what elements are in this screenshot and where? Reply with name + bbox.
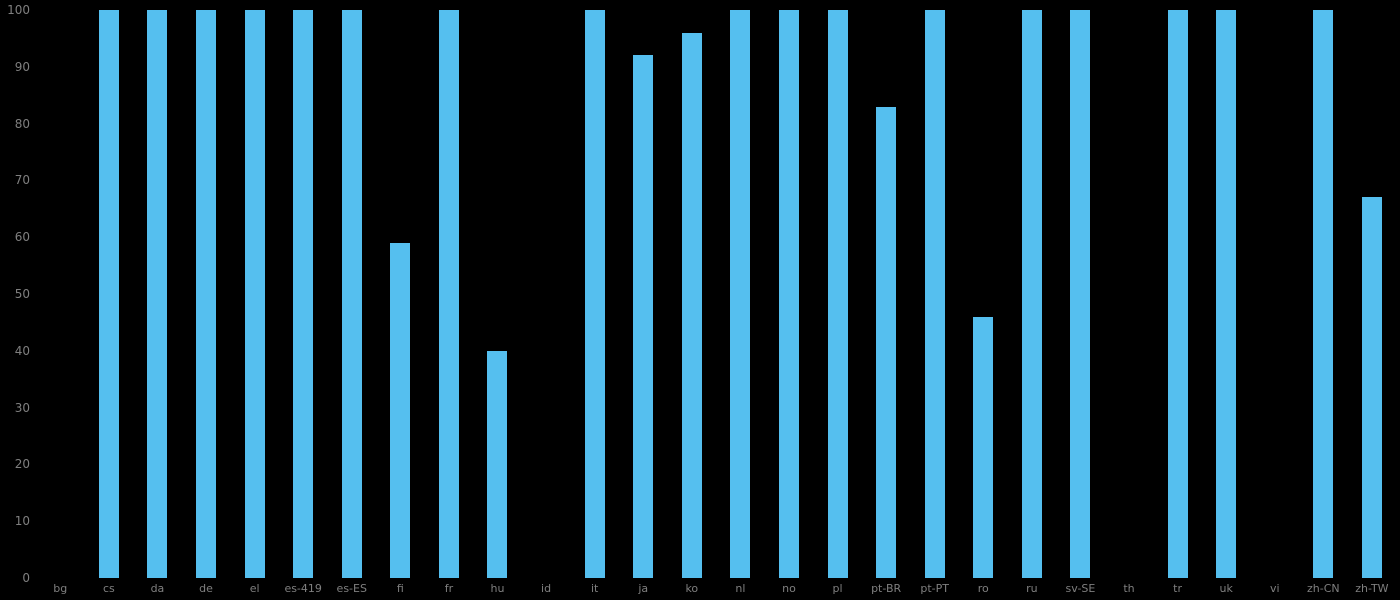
y-tick-label: 70 (14, 173, 30, 188)
bar-column (716, 10, 765, 578)
bar-column (133, 10, 182, 578)
x-tick-label: pt-BR (871, 582, 902, 595)
x-tick-label: ru (1026, 582, 1038, 595)
bar-ko (681, 32, 702, 578)
y-tick-label: 30 (14, 400, 30, 415)
x-tick-label: ko (685, 582, 699, 595)
x-tick-label: ro (977, 582, 989, 595)
x-tick-label: es-419 (284, 582, 322, 595)
bar-column (1299, 10, 1348, 578)
bar-da (147, 10, 168, 578)
bar-tr (1167, 10, 1188, 578)
y-tick-label: 0 (22, 571, 30, 585)
bar-column (619, 10, 668, 578)
bar-column (1250, 10, 1299, 578)
bar-zh-TW (1361, 197, 1382, 578)
bar-column (1202, 10, 1251, 578)
x-tick-label: el (249, 582, 260, 595)
bar-fr (438, 10, 459, 578)
bar-column (473, 10, 522, 578)
bar-fi (390, 242, 411, 578)
x-tick-label: de (199, 582, 213, 595)
x-tick-label: id (541, 582, 552, 595)
y-tick-label: 100 (7, 3, 30, 17)
bar-column (279, 10, 328, 578)
bar-pt-PT (924, 10, 945, 578)
bar-column (570, 10, 619, 578)
bar-column (668, 10, 717, 578)
bar-de (196, 10, 217, 578)
x-tick-label: th (1123, 582, 1135, 595)
x-tick-label: pl (832, 582, 843, 595)
x-tick-label: zh-TW (1355, 582, 1389, 595)
bar-column (182, 10, 231, 578)
y-tick-label: 80 (14, 116, 30, 131)
bar-es-419 (293, 10, 314, 578)
bar-column (376, 10, 425, 578)
y-tick-label: 50 (14, 287, 30, 301)
x-tick-label: fi (396, 582, 404, 595)
bar-column (1056, 10, 1105, 578)
y-tick-label: 20 (14, 457, 30, 472)
plot-area (36, 10, 1396, 578)
x-tick-label: bg (53, 582, 68, 595)
bar-column (862, 10, 911, 578)
bar-sv-SE (1070, 10, 1091, 578)
x-tick-label: hu (490, 582, 505, 595)
y-tick-label: 60 (14, 230, 30, 245)
bar-ro (973, 316, 994, 578)
bar-column (765, 10, 814, 578)
bar-column (230, 10, 279, 578)
x-tick-label: pt-PT (920, 582, 949, 595)
x-tick-label: sv-SE (1065, 582, 1096, 595)
bar-column (1105, 10, 1154, 578)
x-tick-label: vi (1269, 582, 1280, 595)
y-tick-label: 40 (14, 343, 30, 358)
x-tick-label: zh-CN (1307, 582, 1340, 595)
bar-column (1153, 10, 1202, 578)
bar-column (85, 10, 134, 578)
bar-no (778, 10, 799, 578)
bar-column (813, 10, 862, 578)
x-tick-label: it (590, 582, 599, 595)
x-axis: bg cs da de el es-419 es-ES fi fr hu id it ja ko nl no p… (36, 582, 1396, 596)
bar-es-ES (341, 10, 362, 578)
x-tick-label: ja (638, 582, 649, 595)
bar-column (522, 10, 571, 578)
bar-ru (1021, 10, 1042, 578)
x-tick-label: nl (735, 582, 746, 595)
x-tick-label: tr (1173, 582, 1182, 595)
bar-column (327, 10, 376, 578)
bar-pt-BR (876, 106, 897, 578)
bar-cs (98, 10, 119, 578)
bar-it (584, 10, 605, 578)
x-tick-label: cs (102, 582, 115, 595)
bar-column (959, 10, 1008, 578)
bar-uk (1216, 10, 1237, 578)
bar-column (1348, 10, 1397, 578)
x-tick-label: uk (1219, 582, 1233, 595)
bar-column (1008, 10, 1057, 578)
y-tick-label: 90 (14, 59, 30, 74)
bar-ja (633, 55, 654, 578)
x-tick-label: fr (444, 582, 454, 595)
bar-pl (827, 10, 848, 578)
bar-hu (487, 350, 508, 578)
bar-el (244, 10, 265, 578)
y-axis: 0 10 20 30 40 50 60 70 80 90 100 (0, 3, 30, 585)
bar-column (425, 10, 474, 578)
bar-column (910, 10, 959, 578)
x-tick-label: da (150, 582, 165, 595)
x-tick-label: es-ES (336, 582, 367, 595)
y-tick-label: 10 (14, 514, 30, 529)
bar-column (36, 10, 85, 578)
bar-zh-CN (1313, 10, 1334, 578)
bar-nl (730, 10, 751, 578)
x-tick-label: no (782, 582, 796, 595)
